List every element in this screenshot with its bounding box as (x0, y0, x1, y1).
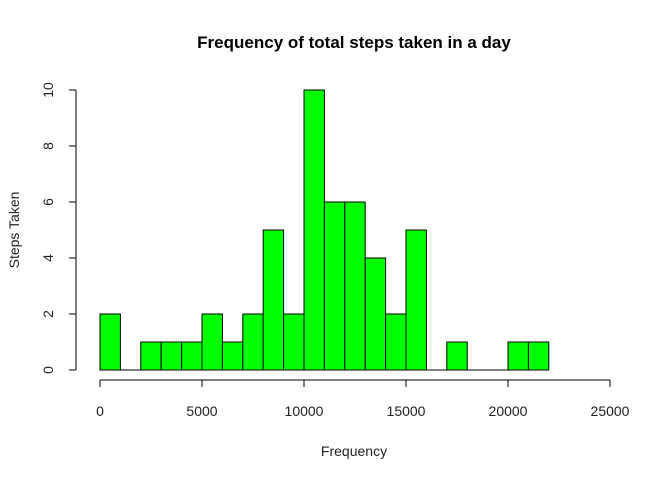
histogram-bar (323, 201, 346, 371)
histogram-bar (405, 229, 427, 371)
histogram-bar (303, 89, 325, 371)
histogram-bar (201, 313, 223, 371)
histogram-bar (364, 257, 387, 371)
histogram-bar (283, 313, 305, 371)
y-tick-label: 0 (40, 366, 56, 374)
x-tick-label: 5000 (186, 403, 217, 419)
x-tick-label: 25000 (591, 403, 630, 419)
chart-title: Frequency of total steps taken in a day (197, 33, 511, 52)
y-axis-label: Steps Taken (6, 192, 22, 269)
histogram-bar (385, 313, 407, 371)
histogram-bar (242, 313, 264, 371)
x-tick-label: 15000 (387, 403, 426, 419)
y-tick-label: 10 (40, 82, 56, 98)
y-tick-label: 6 (40, 198, 56, 206)
x-tick-label: 20000 (489, 403, 528, 419)
x-axis: 0 5000 10000 15000 20000 25000 (96, 379, 630, 419)
x-axis-label: Frequency (321, 443, 387, 459)
histogram-bar (507, 341, 529, 371)
histogram-bar (527, 341, 550, 371)
histogram-bar (181, 341, 203, 371)
histogram-bar (99, 313, 121, 371)
histogram-bar (160, 341, 183, 371)
y-tick-label: 2 (40, 310, 56, 318)
x-tick-label: 0 (96, 403, 104, 419)
histogram-bar (221, 341, 244, 371)
y-tick-label: 8 (40, 142, 56, 150)
y-tick-label: 4 (40, 254, 56, 262)
x-tick-label: 10000 (285, 403, 324, 419)
histogram-bar (344, 201, 366, 371)
bars-layer (99, 89, 550, 371)
histogram-bar (446, 341, 468, 371)
y-axis: 0 2 4 6 8 10 (40, 82, 77, 374)
histogram-bar (262, 229, 285, 371)
histogram-bar (140, 341, 162, 371)
